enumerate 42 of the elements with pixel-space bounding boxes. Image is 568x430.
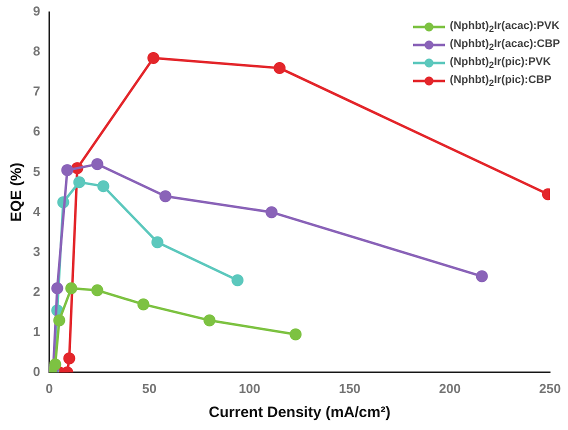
point <box>97 180 110 192</box>
y-tick-label: 5 <box>32 164 40 179</box>
x-tick-label: 0 <box>46 380 53 396</box>
x-tick-label: 100 <box>238 380 260 396</box>
x-tick-label: 200 <box>438 380 461 396</box>
y-tick-label: 4 <box>32 204 41 219</box>
x-tick-label: 150 <box>338 380 361 396</box>
x-axis-title: Current Density (mA/cm²) <box>208 404 390 422</box>
point <box>137 298 150 310</box>
y-tick-label: 2 <box>32 284 40 299</box>
point <box>290 328 302 340</box>
x-tick-label: 250 <box>539 380 561 396</box>
y-tick-label: 6 <box>32 124 40 139</box>
legend-label: (Nphbt)$_{2}$Ir(pic):CBP <box>450 74 552 88</box>
point <box>147 52 160 64</box>
legend-label: (Nphbt)$_{2}$Ir(pic):PVK <box>450 56 551 70</box>
point <box>203 314 216 326</box>
point <box>53 314 66 326</box>
point <box>159 190 172 202</box>
point <box>63 352 76 364</box>
point <box>476 270 488 282</box>
point <box>151 236 164 248</box>
x-tick-label: 50 <box>142 380 157 396</box>
y-tick-label: 3 <box>32 244 40 259</box>
y-axis-title: EQE (%) <box>8 162 26 222</box>
point <box>73 176 86 188</box>
legend-label: (Nphbt)$_{2}$Ir(acac):PVK <box>450 20 560 34</box>
point <box>232 274 244 286</box>
legend-label: (Nphbt)$_{2}$Ir(acac):CBP <box>450 38 560 52</box>
point <box>49 358 62 370</box>
y-tick-label: 8 <box>32 44 40 59</box>
point <box>266 206 278 218</box>
point <box>91 158 104 170</box>
point <box>61 164 74 176</box>
point <box>65 282 78 294</box>
point <box>274 62 286 74</box>
y-tick-label: 1 <box>32 324 40 339</box>
y-tick-label: 0 <box>32 364 40 379</box>
point <box>91 284 104 296</box>
y-tick-label: 7 <box>32 84 40 99</box>
point <box>51 282 64 294</box>
y-tick-label: 9 <box>32 4 40 19</box>
